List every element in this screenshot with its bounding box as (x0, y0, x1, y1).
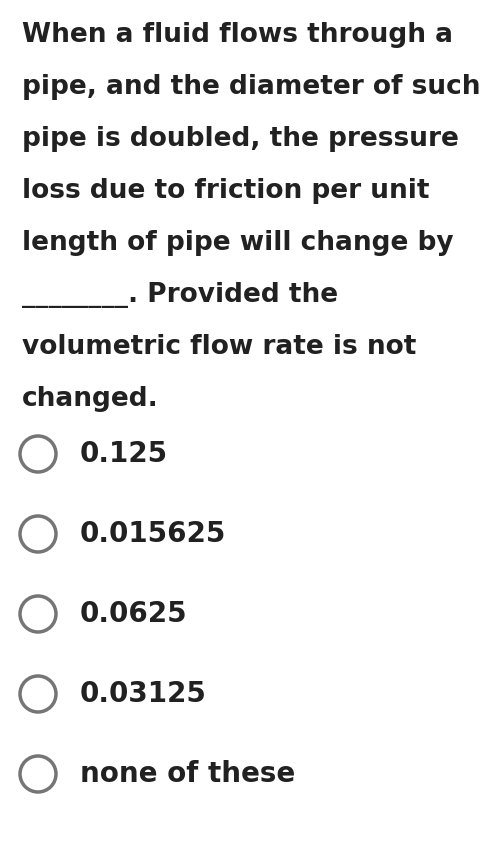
Text: volumetric flow rate is not: volumetric flow rate is not (22, 334, 416, 360)
Text: none of these: none of these (80, 760, 295, 788)
Text: length of pipe will change by: length of pipe will change by (22, 230, 454, 256)
Text: loss due to friction per unit: loss due to friction per unit (22, 178, 429, 204)
Text: pipe, and the diameter of such: pipe, and the diameter of such (22, 74, 481, 100)
Text: 0.015625: 0.015625 (80, 520, 227, 548)
Text: pipe is doubled, the pressure: pipe is doubled, the pressure (22, 126, 459, 152)
Text: 0.0625: 0.0625 (80, 600, 187, 628)
Text: ________. Provided the: ________. Provided the (22, 282, 338, 308)
Text: 0.03125: 0.03125 (80, 680, 207, 708)
Text: changed.: changed. (22, 386, 159, 412)
Text: 0.125: 0.125 (80, 440, 168, 468)
Text: When a fluid flows through a: When a fluid flows through a (22, 22, 453, 48)
